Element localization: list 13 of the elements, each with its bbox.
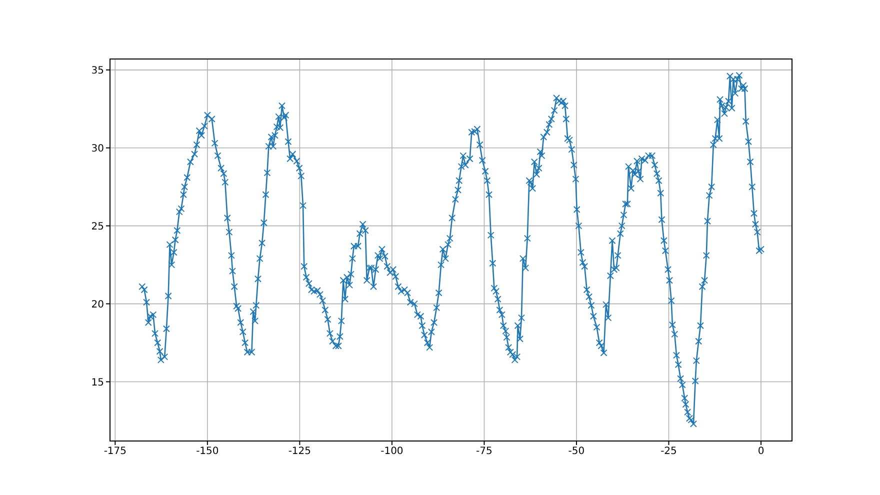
- y-tick-label: 20: [91, 299, 104, 310]
- x-tick-label: -175: [104, 446, 127, 458]
- y-tick-label: 25: [91, 221, 104, 232]
- x-tick-label: -150: [196, 446, 219, 458]
- x-tick-label: -75: [476, 446, 492, 458]
- y-tick-label: 35: [91, 65, 104, 76]
- x-tick-label: -50: [568, 446, 585, 458]
- x-tick-label: -125: [288, 446, 312, 458]
- x-tick-label: -100: [380, 446, 404, 458]
- y-tick-label: 30: [91, 143, 104, 154]
- x-tick-label: -25: [660, 446, 677, 458]
- y-tick-label: 15: [91, 377, 104, 388]
- x-tick-label: 0: [758, 446, 764, 458]
